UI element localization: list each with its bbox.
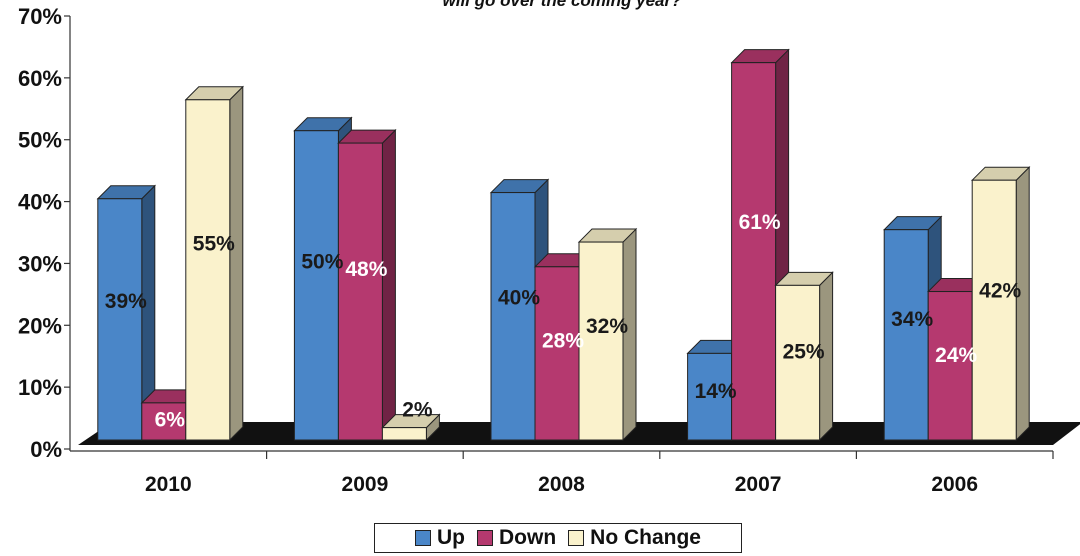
legend: Up Down No Change [374, 523, 742, 553]
data-label: 40% [498, 286, 540, 309]
x-tick-label: 2009 [342, 473, 389, 496]
x-tick-label: 2010 [145, 473, 192, 496]
bar-no-change [970, 165, 1031, 442]
x-tick-label: 2008 [538, 473, 585, 496]
legend-swatch [415, 530, 431, 546]
bar-no-change [184, 85, 245, 442]
y-tick-label: 10% [18, 375, 62, 400]
legend-swatch [477, 530, 493, 546]
bar-no-change [577, 227, 638, 442]
data-label: 14% [695, 380, 737, 403]
data-label: 6% [155, 408, 186, 431]
data-label: 25% [783, 340, 825, 363]
data-labels: 39% 6% 55% 50% 48% 2% 40%28%32% 14% 61% 25% 34%24%… [105, 211, 1022, 431]
bar-down [730, 48, 790, 442]
legend-item-no-change: No Change [568, 526, 701, 550]
data-label: 50% [301, 251, 343, 274]
data-label: 32% [586, 315, 628, 338]
y-tick-label: 70% [18, 4, 62, 29]
data-label: 48% [345, 258, 387, 281]
x-tick-label: 2007 [735, 473, 782, 496]
data-label: 55% [193, 233, 235, 256]
y-tick-label: 30% [18, 251, 62, 276]
legend-label: No Change [590, 526, 701, 549]
x-tick-label: 2006 [931, 473, 978, 496]
data-label: 34% [891, 308, 933, 331]
chart-title: will go over the coming year? [443, 0, 683, 10]
data-label: 61% [739, 211, 781, 234]
axes: 0% 10% 20% 30% 40% 50% 60% 70% 2010 2009 2008 2007 2… [18, 4, 1054, 496]
bar-down [337, 128, 397, 442]
bar-up [96, 184, 157, 442]
legend-item-up: Up [415, 526, 465, 550]
bar-no-change [381, 413, 441, 442]
y-tick-label: 60% [18, 66, 62, 91]
y-tick-label: 0% [30, 437, 62, 462]
legend-item-down: Down [477, 526, 556, 550]
y-tick-label: 40% [18, 190, 62, 215]
legend-label: Down [499, 526, 557, 549]
legend-label: Up [437, 526, 465, 549]
bars [96, 48, 1031, 442]
data-label: 39% [105, 290, 147, 313]
data-label: 42% [979, 279, 1021, 302]
y-tick-label: 50% [18, 128, 62, 153]
data-label: 2% [402, 399, 433, 422]
data-label: 28% [542, 330, 584, 353]
y-tick-label: 20% [18, 313, 62, 338]
legend-swatch [568, 530, 585, 546]
data-label: 24% [935, 344, 977, 367]
bar-no-change [774, 271, 834, 442]
